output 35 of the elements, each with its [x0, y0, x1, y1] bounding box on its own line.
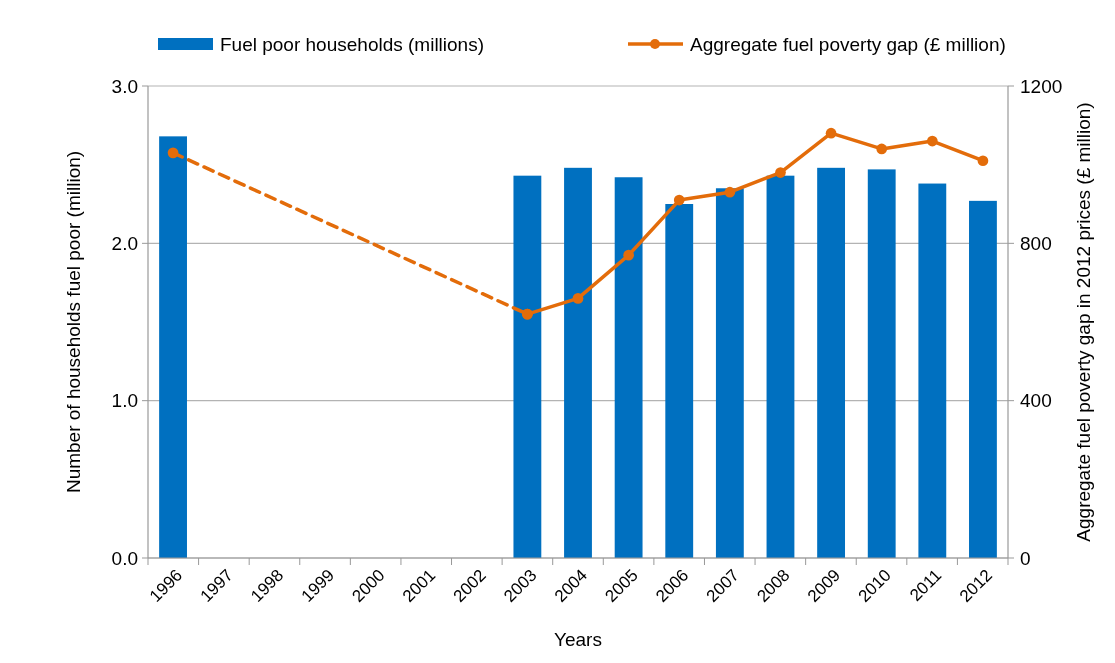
point	[926, 135, 938, 147]
point	[724, 186, 736, 198]
y-axis-title: Number of households fuel poor (million)	[63, 150, 84, 494]
y2-tick-label: 400	[1020, 390, 1052, 412]
bar	[159, 136, 187, 558]
bar	[918, 183, 947, 558]
point	[623, 249, 634, 261]
point	[977, 155, 989, 167]
bar	[817, 167, 846, 558]
y-tick-label: 1.0	[111, 390, 138, 412]
bar	[665, 204, 694, 558]
legend-label: Fuel poor households (millions)	[220, 33, 485, 55]
bar	[715, 188, 744, 558]
legend-label: Aggregate fuel poverty gap (£ million)	[690, 33, 1006, 55]
y2-tick-label: 800	[1020, 232, 1052, 254]
y2-tick-label: 0	[1020, 547, 1031, 569]
x-axis-title: Years	[554, 629, 602, 650]
y2-axis-title: Aggregate fuel poverty gap in 2012 prices (£ million)	[1073, 102, 1094, 542]
bar	[614, 177, 643, 558]
bar	[766, 175, 795, 558]
point	[876, 143, 888, 155]
point	[167, 147, 179, 159]
bar	[513, 175, 542, 558]
y-tick-label: 3.0	[111, 75, 138, 97]
y-tick-label: 2.0	[111, 232, 138, 254]
point	[673, 194, 685, 206]
point	[572, 293, 584, 304]
point	[775, 167, 786, 178]
bar	[564, 167, 592, 558]
bar	[867, 169, 896, 558]
bar	[969, 200, 997, 558]
point	[825, 127, 837, 139]
point	[522, 308, 533, 320]
y2-tick-label: 1200	[1020, 75, 1063, 97]
y-tick-label: 0.0	[111, 547, 138, 569]
